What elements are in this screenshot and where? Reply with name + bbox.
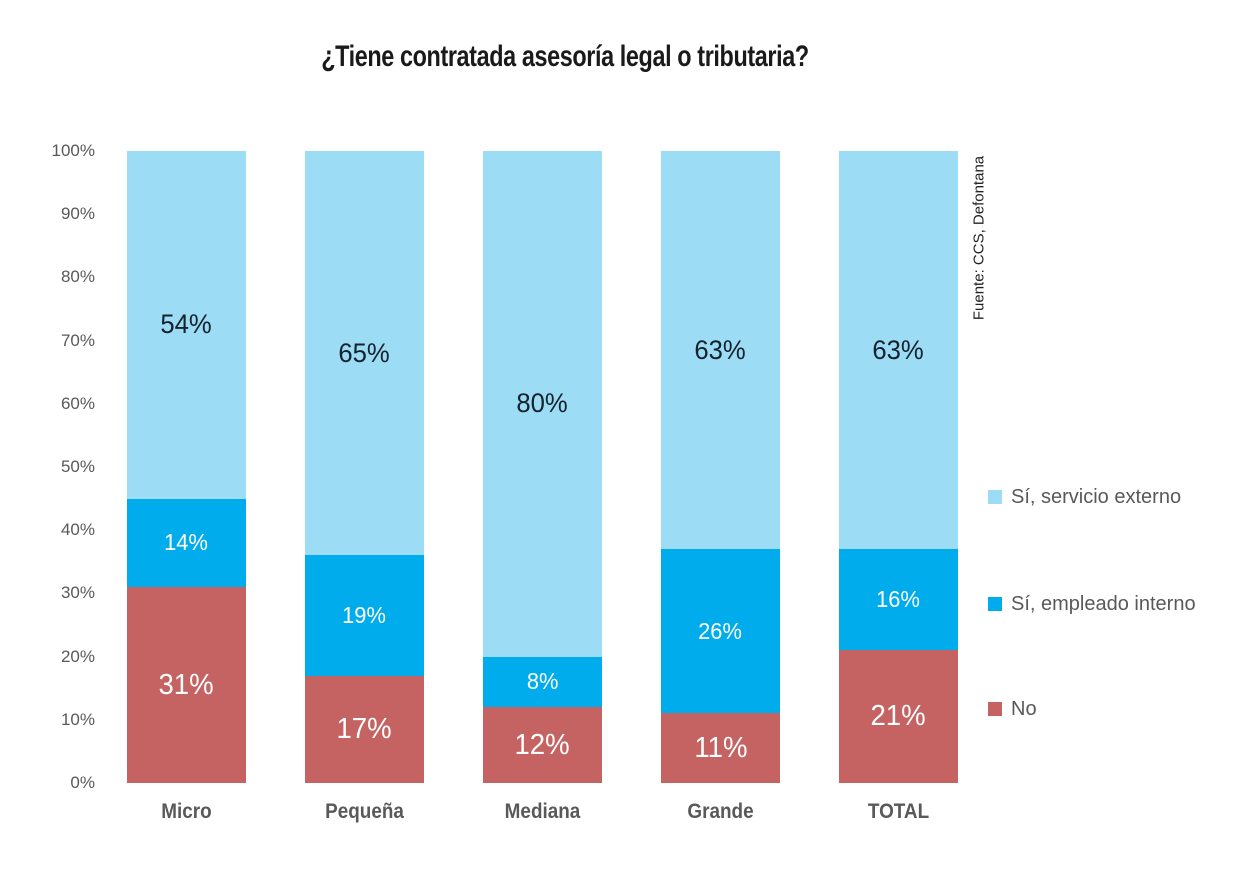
bar-segment-no: 21% xyxy=(839,650,958,783)
segment-value-label: 16% xyxy=(876,586,921,613)
bar-mediana: 80% 8% 12% xyxy=(483,151,602,783)
segment-value-label: 14% xyxy=(164,529,209,556)
segment-value-label: 21% xyxy=(870,700,927,733)
source-note: Fuente: CCS, Defontana xyxy=(970,155,988,321)
y-tick: 60% xyxy=(60,393,95,413)
y-tick: 70% xyxy=(60,330,95,350)
legend-item-no: No xyxy=(988,695,1037,723)
category-label-micro: Micro xyxy=(161,800,212,823)
segment-value-label: 31% xyxy=(158,668,215,701)
bar-grande: 63% 26% 11% xyxy=(661,151,780,783)
bar-segment-servicio-externo: 63% xyxy=(839,151,958,550)
y-tick: 0% xyxy=(70,773,95,792)
bar-segment-servicio-externo: 54% xyxy=(127,151,246,499)
bar-segment-empleado-interno: 16% xyxy=(839,549,958,651)
segment-value-label: 63% xyxy=(694,334,747,365)
bar-segment-empleado-interno: 14% xyxy=(127,498,246,588)
bar-pequena: 65% 19% 17% xyxy=(305,151,424,783)
y-tick: 20% xyxy=(60,646,95,666)
category-label-mediana: Mediana xyxy=(504,800,581,823)
category-label-grande: Grande xyxy=(687,800,754,823)
y-tick: 90% xyxy=(60,204,95,224)
segment-value-label: 11% xyxy=(693,731,748,764)
segment-value-label: 17% xyxy=(336,712,393,745)
legend-item-servicio-externo: Sí, servicio externo xyxy=(988,483,1181,511)
chart-title: ¿Tiene contratada asesoría legal o tribu… xyxy=(321,40,809,73)
bar-segment-no: 11% xyxy=(661,713,780,783)
y-tick: 10% xyxy=(60,709,95,729)
bar-segment-no: 31% xyxy=(127,587,246,783)
segment-value-label: 19% xyxy=(342,602,387,628)
y-tick: 50% xyxy=(60,457,95,476)
legend-swatch-servicio-externo xyxy=(988,490,1002,504)
segment-value-label: 80% xyxy=(516,388,569,419)
segment-value-label: 65% xyxy=(338,337,391,368)
y-tick: 100% xyxy=(51,141,95,160)
legend-item-empleado-interno: Sí, empleado interno xyxy=(988,590,1196,618)
x-axis: Micro Pequeña Mediana Grande TOTAL xyxy=(127,800,958,824)
segment-value-label: 63% xyxy=(872,334,925,365)
bar-segment-no: 17% xyxy=(305,675,424,783)
segment-value-label: 54% xyxy=(160,309,213,340)
y-axis: 100% 90% 80% 70% 60% 50% 40% 30% 20% 10%… xyxy=(30,141,95,792)
y-tick: 30% xyxy=(60,583,95,603)
bars-container: 54% 14% 31% 65% 19% 17% 80% 8% 12% 63% 2… xyxy=(127,151,958,783)
plot-area: 100% 90% 80% 70% 60% 50% 40% 30% 20% 10%… xyxy=(0,141,1237,792)
bar-segment-empleado-interno: 26% xyxy=(661,549,780,714)
legend-label: No xyxy=(1011,697,1037,720)
bar-segment-servicio-externo: 80% xyxy=(483,151,602,657)
y-tick: 80% xyxy=(60,267,95,287)
legend-swatch-no xyxy=(988,702,1002,716)
bar-segment-empleado-interno: 19% xyxy=(305,555,424,676)
bar-micro: 54% 14% 31% xyxy=(127,151,246,783)
segment-value-label: 12% xyxy=(514,728,571,761)
category-label-total: TOTAL xyxy=(867,800,930,823)
segment-value-label: 8% xyxy=(526,668,559,695)
segment-value-label: 26% xyxy=(698,617,743,644)
legend-label: Sí, empleado interno xyxy=(1011,592,1196,615)
bar-total: 63% 16% 21% xyxy=(839,151,958,783)
bar-segment-servicio-externo: 65% xyxy=(305,151,424,556)
category-label-pequena: Pequeña xyxy=(325,800,404,823)
legend-swatch-empleado-interno xyxy=(988,597,1002,611)
bar-segment-no: 12% xyxy=(483,707,602,783)
bar-segment-servicio-externo: 63% xyxy=(661,151,780,550)
legend-label: Sí, servicio externo xyxy=(1011,485,1182,508)
bar-segment-empleado-interno: 8% xyxy=(483,656,602,708)
y-tick: 40% xyxy=(60,520,95,540)
